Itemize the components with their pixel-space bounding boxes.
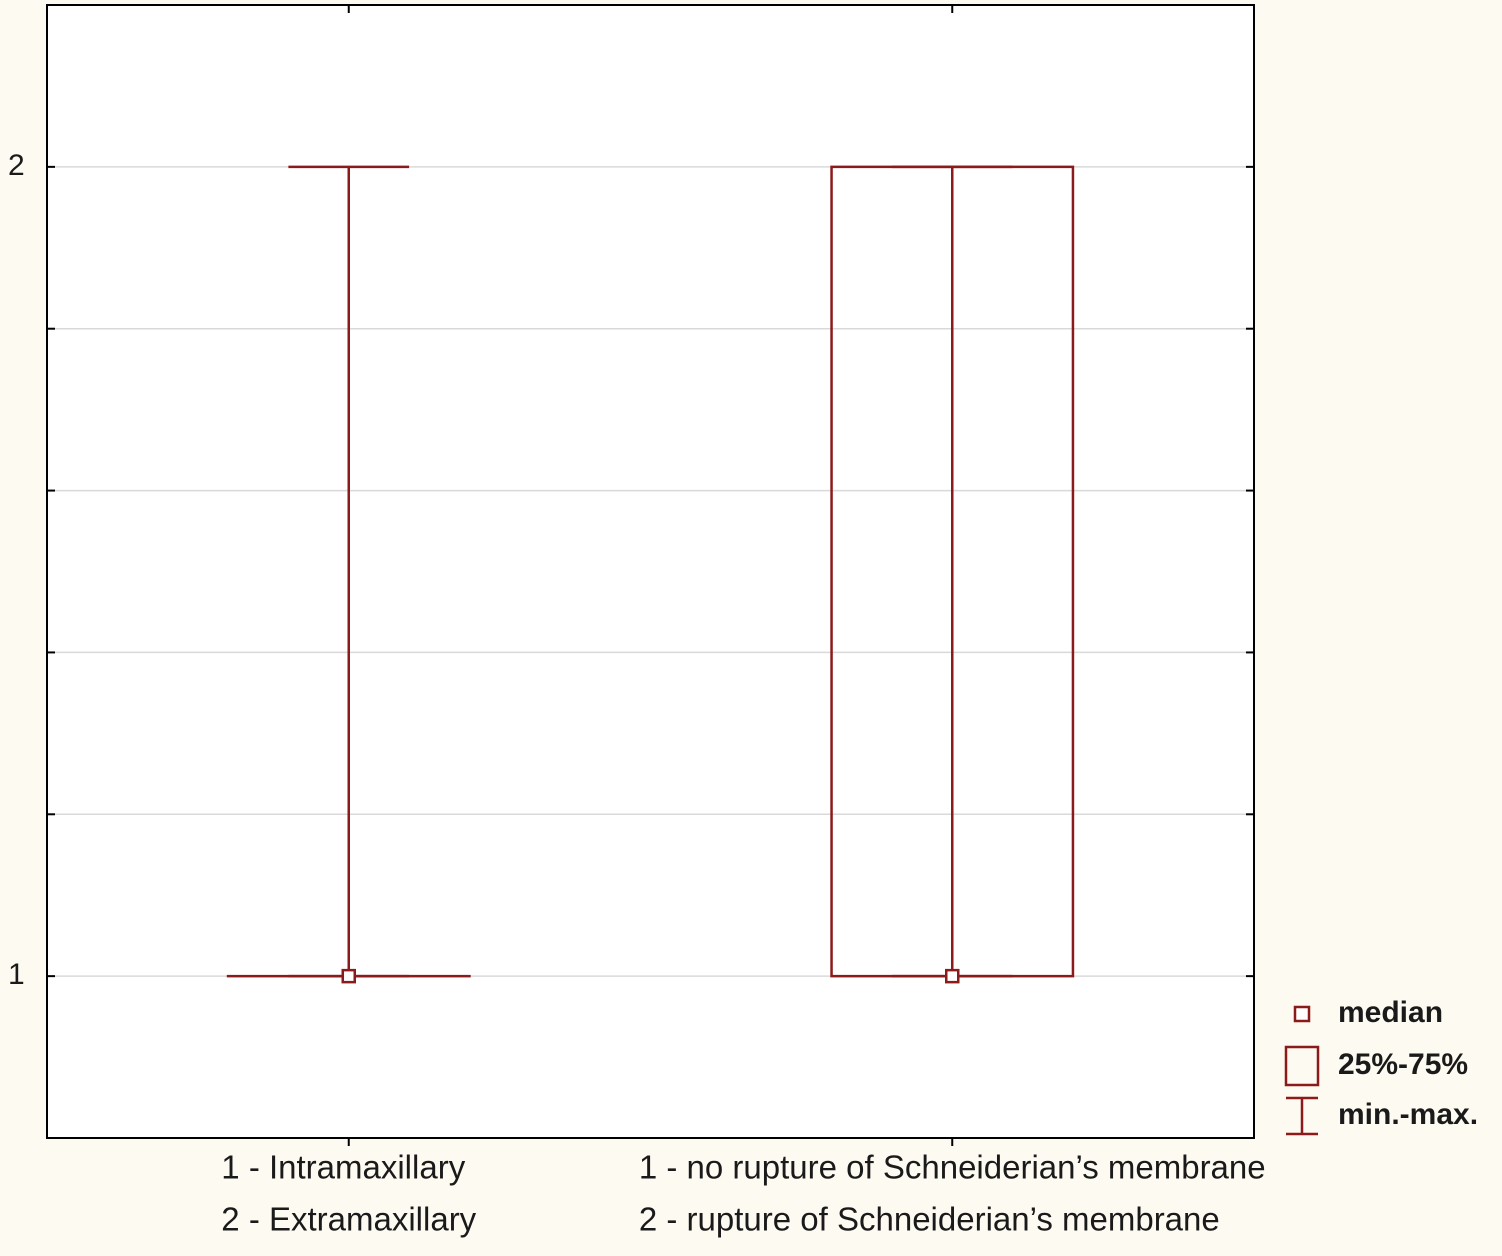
y-tick-label: 2 — [8, 149, 25, 182]
x-tick-label: 2 - Extramaxillary — [221, 1201, 476, 1238]
x-tick-label: 1 - Intramaxillary — [221, 1149, 465, 1186]
plot-frame — [46, 4, 1255, 1139]
legend-label: median — [1338, 996, 1443, 1029]
legend-median-icon — [1293, 1005, 1311, 1023]
legend-label: 25%-75% — [1338, 1048, 1468, 1081]
median-marker — [341, 968, 356, 984]
legend-label: min.-max. — [1338, 1098, 1478, 1131]
median-marker — [945, 968, 960, 984]
x-tick-label: 1 - no rupture of Schneiderian’s membran… — [639, 1149, 1266, 1186]
x-tick-label: 2 - rupture of Schneiderian’s membrane — [639, 1201, 1220, 1238]
legend-box-icon — [1284, 1045, 1320, 1087]
plot-background — [47, 5, 1254, 1138]
y-tick-label: 1 — [8, 958, 25, 991]
